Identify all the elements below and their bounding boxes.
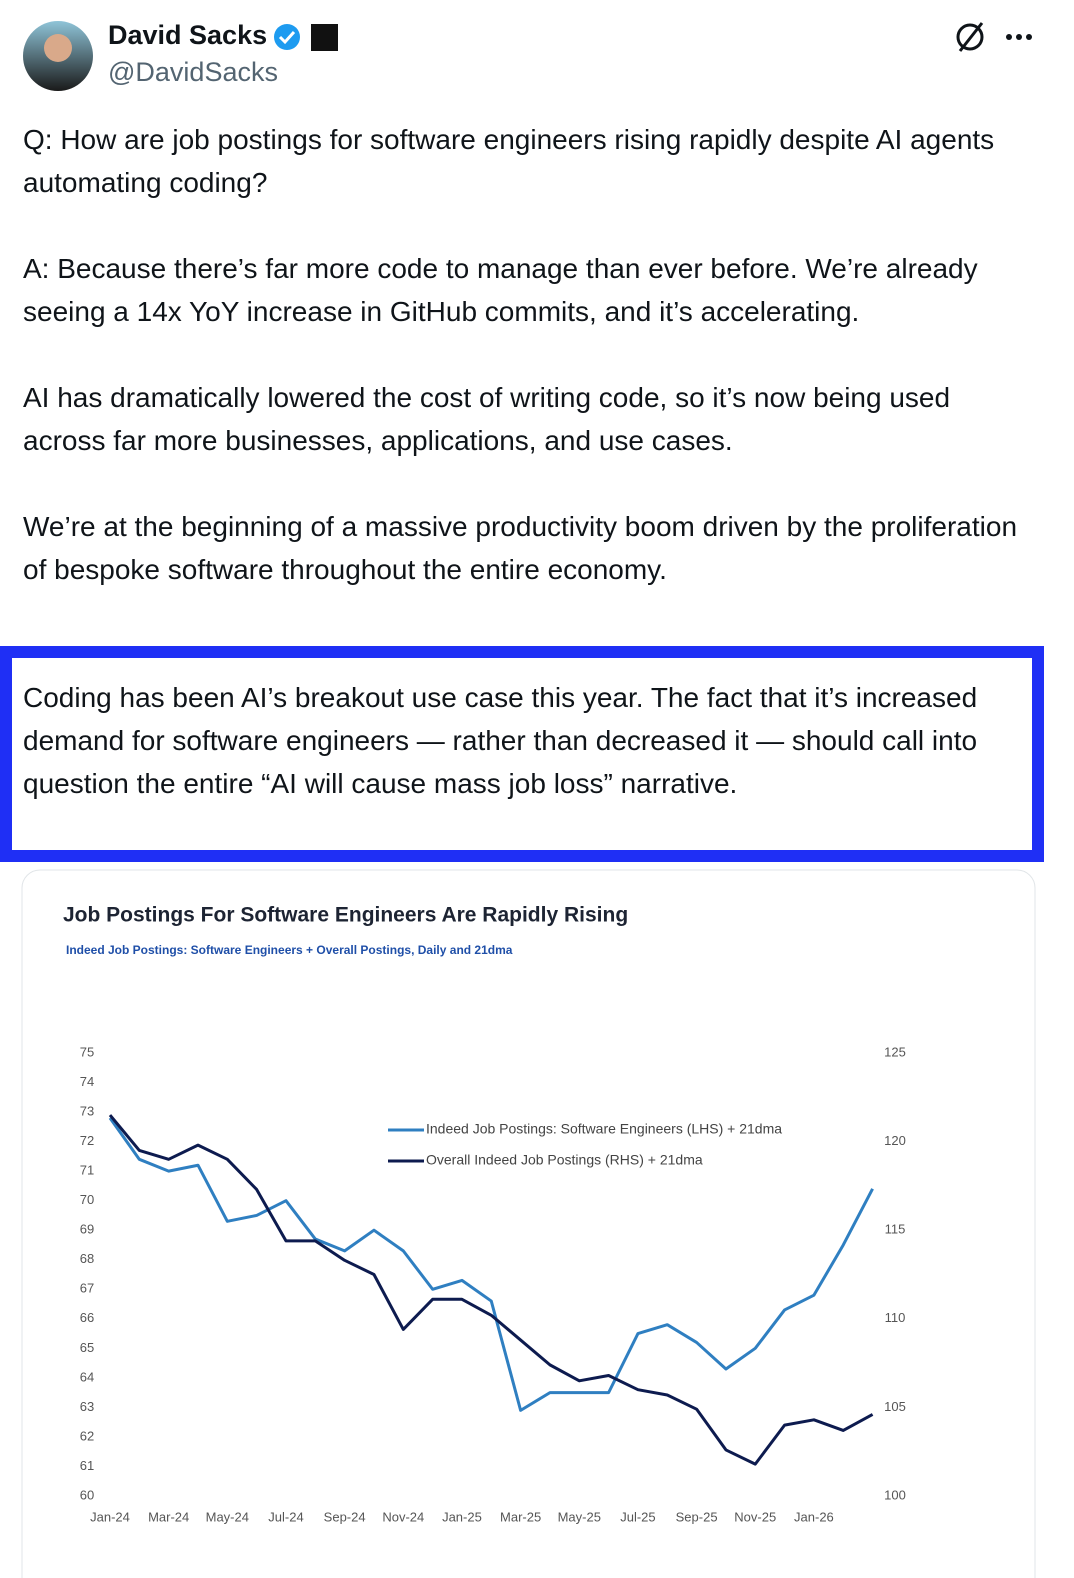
series-line <box>108 1117 874 1412</box>
y-tick-label: 60 <box>80 1487 94 1502</box>
y-tick-label: 62 <box>80 1428 94 1443</box>
highlight-box <box>0 646 1044 862</box>
y-tick-label: 70 <box>80 1192 94 1207</box>
y-tick-label: 64 <box>80 1369 94 1384</box>
grok-icon[interactable] <box>956 23 984 51</box>
paragraph: We’re at the beginning of a massive prod… <box>23 511 1018 585</box>
paragraph: A: Because there’s far more code to mana… <box>23 253 978 327</box>
legend-label: Overall Indeed Job Postings (RHS) + 21dm… <box>426 1152 703 1168</box>
y-tick-label: 63 <box>80 1399 94 1414</box>
y-tick-label: 61 <box>80 1458 94 1473</box>
y-tick-label: 73 <box>80 1104 94 1119</box>
x-tick-label: Jul-25 <box>620 1509 655 1524</box>
x-tick-label: Mar-25 <box>500 1509 541 1524</box>
handle[interactable]: @DavidSacks <box>108 57 278 87</box>
y2-tick-label: 100 <box>884 1487 906 1502</box>
y2-tick-label: 105 <box>884 1399 906 1414</box>
y-tick-label: 67 <box>80 1281 94 1296</box>
x-tick-label: Sep-25 <box>676 1509 718 1524</box>
chart-title: Job Postings For Software Engineers Are … <box>63 904 628 927</box>
y-tick-label: 66 <box>80 1310 94 1325</box>
x-tick-label: Jan-26 <box>794 1509 834 1524</box>
chart-subtitle: Indeed Job Postings: Software Engineers … <box>66 943 513 957</box>
x-tick-label: Jan-24 <box>90 1509 130 1524</box>
y-tick-label: 68 <box>80 1251 94 1266</box>
y-tick-label: 69 <box>80 1222 94 1237</box>
y-tick-label: 71 <box>80 1163 94 1178</box>
y-tick-label: 74 <box>80 1074 94 1089</box>
highlighted-paragraph: Coding has been AI’s breakout use case t… <box>23 682 978 799</box>
legend-label: Indeed Job Postings: Software Engineers … <box>426 1121 782 1137</box>
x-tick-label: Jan-25 <box>442 1509 482 1524</box>
x-tick-label: Nov-25 <box>734 1509 776 1524</box>
y2-tick-label: 125 <box>884 1044 906 1059</box>
display-name[interactable]: David Sacks <box>108 20 268 50</box>
verified-check <box>278 30 296 45</box>
paragraph: Q: How are job postings for software eng… <box>23 124 995 198</box>
tweet-body: Q: How are job postings for software eng… <box>23 118 1033 634</box>
x-tick-label: Jul-24 <box>268 1509 303 1524</box>
series-line <box>108 1114 874 1466</box>
verified-badge <box>274 24 300 50</box>
y-tick-label: 75 <box>80 1044 94 1059</box>
y-tick-label: 72 <box>80 1133 94 1148</box>
y2-tick-label: 120 <box>884 1133 906 1148</box>
x-tick-label: May-25 <box>558 1509 601 1524</box>
x-tick-label: Nov-24 <box>382 1509 424 1524</box>
avatar-face <box>44 34 72 62</box>
chart-card[interactable] <box>21 869 1036 1578</box>
x-tick-label: May-24 <box>206 1509 249 1524</box>
y-tick-label: 65 <box>80 1340 94 1355</box>
x-tick-label: Sep-24 <box>324 1509 366 1524</box>
more-button[interactable] <box>1006 34 1032 40</box>
paragraph: AI has dramatically lowered the cost of … <box>23 382 951 456</box>
affiliation-badge <box>311 24 338 51</box>
y2-tick-label: 110 <box>885 1310 906 1325</box>
x-tick-label: Mar-24 <box>148 1509 189 1524</box>
y2-tick-label: 115 <box>885 1222 906 1237</box>
grok-icon-slash <box>958 22 984 52</box>
